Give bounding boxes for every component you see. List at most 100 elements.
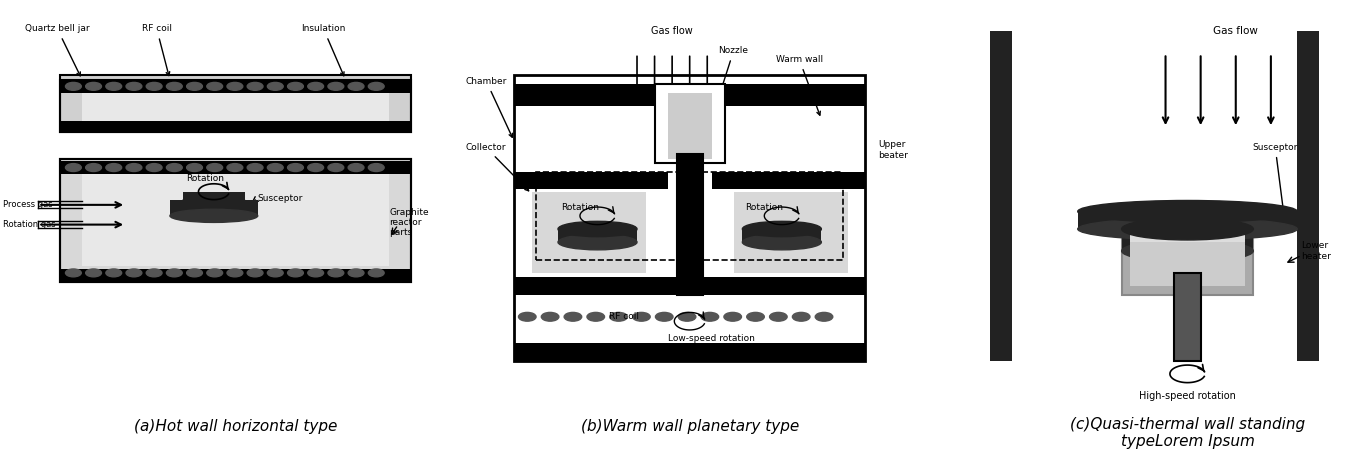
Bar <box>655 84 725 163</box>
Ellipse shape <box>288 82 303 90</box>
Bar <box>60 159 411 282</box>
Bar <box>514 84 866 106</box>
Bar <box>82 93 389 130</box>
Bar <box>536 172 844 260</box>
Bar <box>1297 32 1319 361</box>
Ellipse shape <box>348 269 364 277</box>
Bar <box>60 80 411 132</box>
Bar <box>514 343 866 361</box>
Ellipse shape <box>184 194 245 207</box>
Ellipse shape <box>655 312 673 321</box>
Ellipse shape <box>558 234 637 250</box>
Bar <box>60 121 411 132</box>
Ellipse shape <box>288 164 303 171</box>
Ellipse shape <box>105 164 122 171</box>
Ellipse shape <box>66 269 81 277</box>
Text: Gas flow: Gas flow <box>651 27 693 37</box>
Text: Susceptor: Susceptor <box>258 194 303 203</box>
Ellipse shape <box>166 269 182 277</box>
Ellipse shape <box>126 164 142 171</box>
Ellipse shape <box>227 269 242 277</box>
Bar <box>1122 229 1254 251</box>
Ellipse shape <box>308 269 323 277</box>
Text: Upper
beater: Upper beater <box>878 140 908 160</box>
Ellipse shape <box>288 269 303 277</box>
Ellipse shape <box>564 312 582 321</box>
Text: Gas flow: Gas flow <box>1214 27 1258 37</box>
Ellipse shape <box>308 82 323 90</box>
Ellipse shape <box>610 312 627 321</box>
Ellipse shape <box>792 312 810 321</box>
Text: Rotation: Rotation <box>186 174 225 183</box>
Ellipse shape <box>66 82 81 90</box>
Text: Rotation gas: Rotation gas <box>3 220 56 229</box>
Bar <box>514 76 866 361</box>
Ellipse shape <box>186 82 203 90</box>
Ellipse shape <box>186 164 203 171</box>
Ellipse shape <box>369 164 384 171</box>
Ellipse shape <box>147 269 162 277</box>
Text: (a)Hot wall horizontal type: (a)Hot wall horizontal type <box>134 419 337 434</box>
Ellipse shape <box>227 82 242 90</box>
Bar <box>60 159 411 282</box>
Ellipse shape <box>558 221 637 237</box>
Ellipse shape <box>207 164 222 171</box>
Bar <box>514 172 667 190</box>
Ellipse shape <box>747 312 764 321</box>
Ellipse shape <box>147 164 162 171</box>
Ellipse shape <box>586 312 604 321</box>
Ellipse shape <box>518 312 536 321</box>
Ellipse shape <box>327 164 344 171</box>
Ellipse shape <box>327 82 344 90</box>
Text: Chamber: Chamber <box>466 77 512 137</box>
Ellipse shape <box>105 269 122 277</box>
Ellipse shape <box>723 312 741 321</box>
Bar <box>1130 229 1244 242</box>
Bar <box>677 154 703 295</box>
Ellipse shape <box>227 164 242 171</box>
Bar <box>1130 242 1244 286</box>
Ellipse shape <box>166 82 182 90</box>
Text: Rotation: Rotation <box>560 202 599 212</box>
Ellipse shape <box>678 312 696 321</box>
Text: Susceptor: Susceptor <box>1252 143 1297 212</box>
Text: (b)Warm wall planetary type: (b)Warm wall planetary type <box>581 419 799 434</box>
Text: Warm wall: Warm wall <box>775 55 823 115</box>
Ellipse shape <box>86 269 101 277</box>
Bar <box>60 76 411 132</box>
Bar <box>1174 273 1200 361</box>
Ellipse shape <box>1078 201 1297 223</box>
Ellipse shape <box>126 82 142 90</box>
Bar <box>667 93 711 159</box>
Ellipse shape <box>170 209 258 223</box>
Bar <box>60 268 411 282</box>
Ellipse shape <box>701 312 719 321</box>
Ellipse shape <box>369 82 384 90</box>
Bar <box>743 229 822 242</box>
Ellipse shape <box>633 312 651 321</box>
Text: Collector: Collector <box>466 143 529 191</box>
Bar <box>532 192 645 273</box>
Ellipse shape <box>815 312 833 321</box>
Ellipse shape <box>743 221 822 237</box>
Ellipse shape <box>770 312 788 321</box>
Ellipse shape <box>327 269 344 277</box>
Ellipse shape <box>247 164 263 171</box>
Bar <box>60 161 411 174</box>
Ellipse shape <box>1078 218 1297 240</box>
Bar <box>711 172 866 190</box>
Ellipse shape <box>743 234 822 250</box>
Ellipse shape <box>267 82 284 90</box>
Text: Process gas: Process gas <box>3 200 53 209</box>
Text: Low-speed rotation: Low-speed rotation <box>669 334 755 343</box>
Bar <box>60 80 411 93</box>
Text: RF coil: RF coil <box>608 312 638 322</box>
Ellipse shape <box>348 82 364 90</box>
Ellipse shape <box>147 82 162 90</box>
Ellipse shape <box>369 269 384 277</box>
Text: Insulation: Insulation <box>301 24 345 76</box>
Ellipse shape <box>247 82 263 90</box>
Ellipse shape <box>186 269 203 277</box>
Bar <box>170 201 258 216</box>
Bar <box>991 32 1012 361</box>
